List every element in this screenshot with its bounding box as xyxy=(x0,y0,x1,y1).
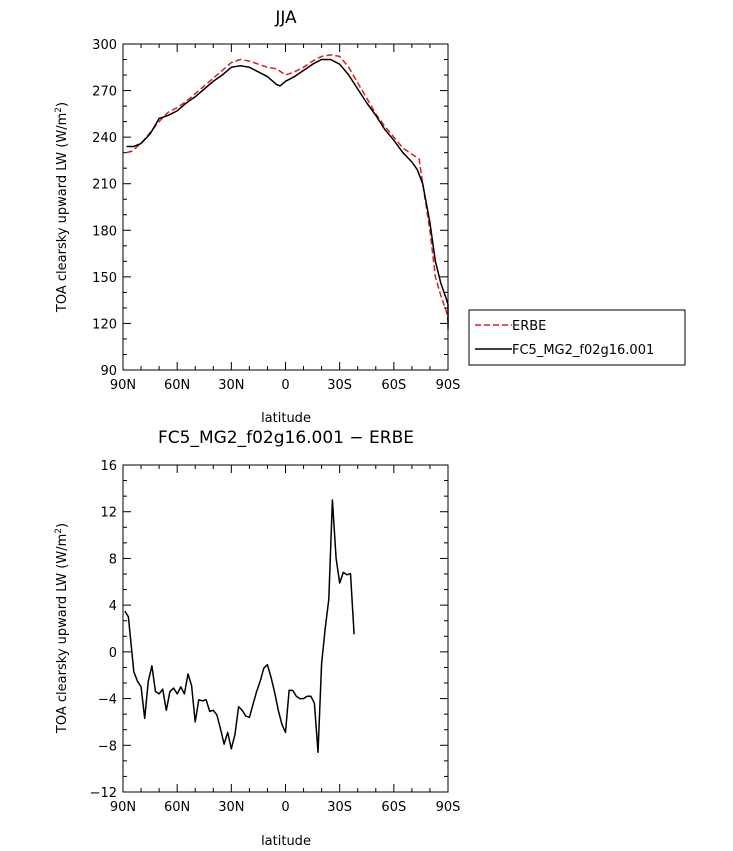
top-chart-title: JJA xyxy=(274,8,297,28)
y-tick-label: 0 xyxy=(109,646,117,661)
y-tick-label: 120 xyxy=(92,317,117,332)
y-tick-label: −8 xyxy=(98,739,117,754)
x-tick-label: 60N xyxy=(164,378,190,393)
y-tick-label: 12 xyxy=(100,506,117,521)
top-series xyxy=(126,54,449,330)
x-tick-label: 90S xyxy=(436,800,461,815)
y-tick-label: 16 xyxy=(100,459,117,474)
y-tick-label: 8 xyxy=(109,552,117,567)
y-tick-label: 4 xyxy=(109,599,117,614)
x-tick-label: 0 xyxy=(281,378,289,393)
top-tick-labels: 90N 60N 30N 0 30S 60S 90S 90 120 150 180 210 240 270 3… xyxy=(92,38,460,393)
x-tick-label: 0 xyxy=(281,800,289,815)
x-tick-label: 30N xyxy=(218,800,244,815)
series-line-0-1 xyxy=(126,58,449,327)
x-tick-label: 30S xyxy=(327,378,352,393)
x-tick-label: 60S xyxy=(381,800,406,815)
bottom-plot-frame xyxy=(122,464,449,793)
y-tick-label: −12 xyxy=(90,786,117,801)
y-tick-label: 90 xyxy=(100,364,117,379)
y-tick-label: 300 xyxy=(92,38,117,53)
bottom-ticks xyxy=(122,464,449,793)
series-line-0-0 xyxy=(126,54,449,330)
series-line-1-0 xyxy=(124,499,355,754)
bottom-tick-labels: 90N 60N 30N 0 30S 60S 90S −12 −8 −4 0 4 8 12 16 xyxy=(90,459,461,815)
legend: ERBE FC5_MG2_f02g16.001 xyxy=(468,309,686,366)
bottom-panel: FC5_MG2_f02g16.001 − ERBE 90N 60N 30N 0 30S 6… xyxy=(54,428,460,849)
top-x-axis-label: latitude xyxy=(261,411,311,426)
legend-label-erbe: ERBE xyxy=(512,319,546,334)
x-tick-label: 90N xyxy=(110,378,136,393)
bottom-series xyxy=(124,499,355,754)
x-tick-label: 60S xyxy=(381,378,406,393)
y-tick-label: 180 xyxy=(92,224,117,239)
y-tick-label: −4 xyxy=(98,693,117,708)
x-tick-label: 30S xyxy=(327,800,352,815)
y-tick-label: 270 xyxy=(92,85,117,100)
bottom-chart-title: FC5_MG2_f02g16.001 − ERBE xyxy=(158,428,414,448)
x-tick-label: 60N xyxy=(164,800,190,815)
x-tick-label: 30N xyxy=(218,378,244,393)
top-y-axis-label: TOA clearsky upward LW (W/m2) xyxy=(54,102,70,313)
top-plot-frame xyxy=(122,43,449,371)
top-panel: JJA 90N 60N 30N 0 30S 60S 90S 90 120 150 180 210 240… xyxy=(54,8,460,426)
y-tick-label: 240 xyxy=(92,131,117,146)
legend-label-model: FC5_MG2_f02g16.001 xyxy=(512,343,654,358)
x-tick-label: 90N xyxy=(110,800,136,815)
y-tick-label: 150 xyxy=(92,271,117,286)
top-ticks xyxy=(122,43,449,371)
bottom-y-axis-label: TOA clearsky upward LW (W/m2) xyxy=(54,523,70,734)
legend-box xyxy=(468,309,686,366)
x-tick-label: 90S xyxy=(436,378,461,393)
y-tick-label: 210 xyxy=(92,178,117,193)
bottom-x-axis-label: latitude xyxy=(261,834,311,849)
